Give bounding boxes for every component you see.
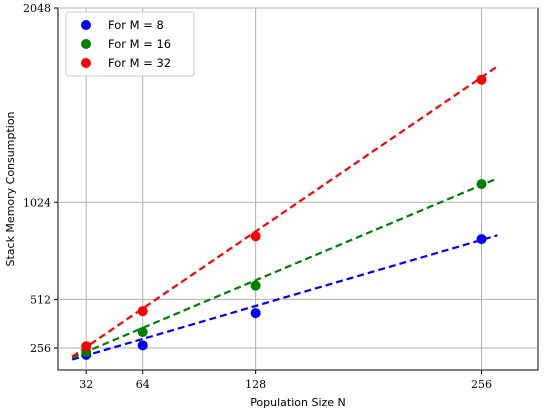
data-point — [476, 179, 487, 190]
fit-line — [71, 234, 498, 361]
data-point — [250, 280, 261, 291]
x-axis-ticks: 32 64 128 256 — [79, 370, 492, 391]
x-axis-label: Population Size N — [250, 396, 346, 409]
x-tick-label: 32 — [79, 378, 93, 391]
data-point — [81, 341, 92, 352]
y-axis-ticks: 256 512 1024 2048 — [23, 2, 58, 355]
y-tick-label: 2048 — [23, 2, 51, 15]
data-point — [250, 308, 261, 319]
legend-marker — [81, 39, 91, 49]
x-tick-label: 256 — [471, 378, 492, 391]
legend-label: For M = 16 — [108, 37, 171, 51]
data-points — [81, 74, 487, 360]
data-point — [137, 306, 148, 317]
data-point — [250, 231, 261, 242]
y-tick-label: 512 — [30, 293, 51, 306]
legend-marker — [81, 20, 91, 30]
legend-label: For M = 32 — [108, 56, 171, 70]
fit-lines — [71, 65, 499, 361]
y-axis-label: Stack Memory Consumption — [4, 111, 17, 266]
data-point — [137, 327, 148, 338]
data-point — [137, 340, 148, 351]
data-point — [476, 74, 487, 85]
x-tick-label: 128 — [245, 378, 266, 391]
legend-marker — [81, 58, 91, 68]
y-tick-label: 256 — [30, 342, 51, 355]
x-tick-label: 64 — [136, 378, 150, 391]
data-point — [476, 234, 487, 245]
legend-label: For M = 8 — [108, 18, 164, 32]
legend-frame — [65, 11, 195, 77]
fit-line — [71, 65, 499, 358]
y-tick-label: 1024 — [23, 196, 51, 209]
legend: For M = 8 For M = 16 For M = 32 — [65, 11, 195, 77]
